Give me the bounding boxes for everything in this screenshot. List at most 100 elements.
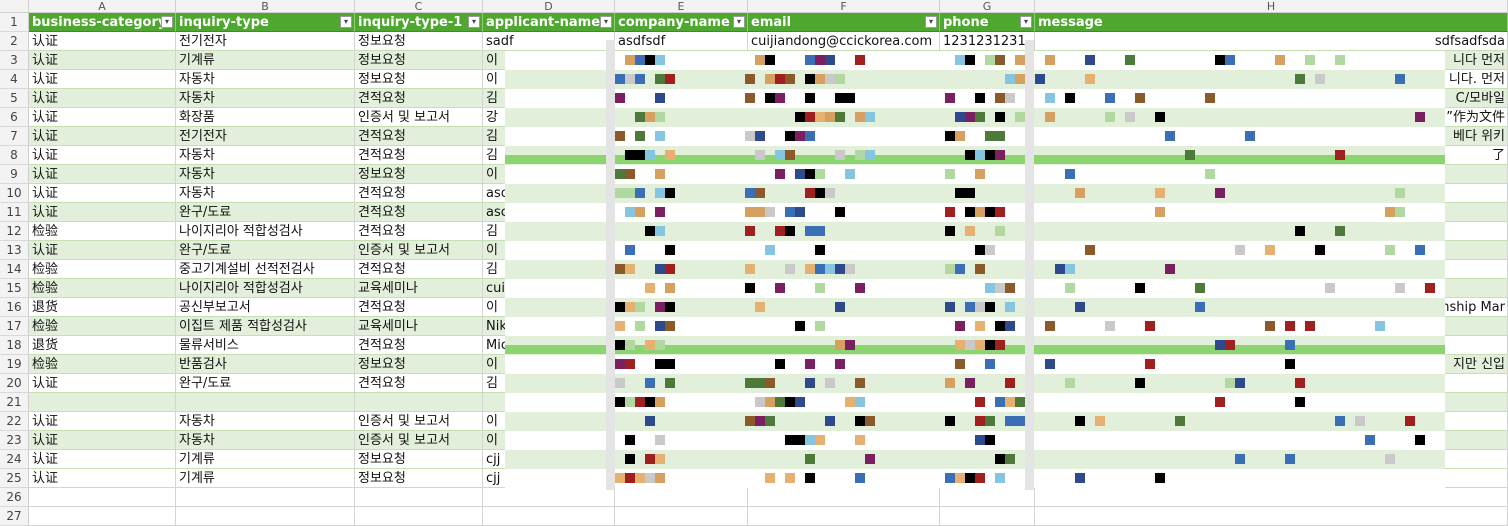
- data-cell[interactable]: 认证: [29, 146, 176, 165]
- column-header-a[interactable]: A: [29, 0, 176, 13]
- data-cell[interactable]: 认证: [29, 70, 176, 89]
- data-cell[interactable]: 认证: [29, 32, 176, 51]
- row-header[interactable]: 24: [0, 450, 29, 469]
- data-cell[interactable]: [615, 507, 748, 526]
- row-header[interactable]: 11: [0, 203, 29, 222]
- data-cell[interactable]: [176, 507, 355, 526]
- data-cell[interactable]: [940, 507, 1035, 526]
- data-cell[interactable]: 교육세미나: [355, 317, 483, 336]
- header-cell-phone[interactable]: phone ▾: [940, 13, 1035, 32]
- data-cell[interactable]: 물류서비스: [176, 336, 355, 355]
- row-header[interactable]: 7: [0, 127, 29, 146]
- row-header[interactable]: 15: [0, 279, 29, 298]
- data-cell[interactable]: 교육세미나: [355, 279, 483, 298]
- row-header[interactable]: 18: [0, 336, 29, 355]
- row-header[interactable]: 2: [0, 32, 29, 51]
- data-cell[interactable]: 자동차: [176, 146, 355, 165]
- data-cell[interactable]: 자동차: [176, 431, 355, 450]
- data-cell[interactable]: 认证: [29, 89, 176, 108]
- filter-dropdown-icon[interactable]: ▾: [1020, 16, 1032, 28]
- data-cell[interactable]: 认证: [29, 51, 176, 70]
- filter-dropdown-icon[interactable]: ▾: [340, 16, 352, 28]
- data-cell[interactable]: 자동차: [176, 89, 355, 108]
- row-header[interactable]: 17: [0, 317, 29, 336]
- data-cell[interactable]: sdfsadfsda: [1035, 32, 1508, 51]
- data-cell[interactable]: cuijiandong@ccickorea.com: [748, 32, 940, 51]
- data-cell[interactable]: 检验: [29, 355, 176, 374]
- data-cell[interactable]: 정보요청: [355, 32, 483, 51]
- data-cell[interactable]: 认证: [29, 241, 176, 260]
- data-cell[interactable]: 인증서 및 보고서: [355, 108, 483, 127]
- data-cell[interactable]: 공신부보고서: [176, 298, 355, 317]
- data-cell[interactable]: [355, 488, 483, 507]
- data-cell[interactable]: 나이지리아 적합성검사: [176, 222, 355, 241]
- data-cell[interactable]: 기계류: [176, 51, 355, 70]
- data-cell[interactable]: 견적요청: [355, 184, 483, 203]
- column-header-d[interactable]: D: [483, 0, 615, 13]
- data-cell[interactable]: [29, 393, 176, 412]
- data-cell[interactable]: 退货: [29, 336, 176, 355]
- row-header[interactable]: 12: [0, 222, 29, 241]
- row-header[interactable]: 5: [0, 89, 29, 108]
- data-cell[interactable]: [29, 488, 176, 507]
- row-header[interactable]: 10: [0, 184, 29, 203]
- column-header-b[interactable]: B: [176, 0, 355, 13]
- row-header[interactable]: 27: [0, 507, 29, 526]
- column-header-c[interactable]: C: [355, 0, 483, 13]
- data-cell[interactable]: 완구/도료: [176, 241, 355, 260]
- data-cell[interactable]: sadf: [483, 32, 615, 51]
- data-cell[interactable]: 인증서 및 보고서: [355, 412, 483, 431]
- data-cell[interactable]: 认证: [29, 108, 176, 127]
- data-cell[interactable]: 기계류: [176, 469, 355, 488]
- filter-dropdown-icon[interactable]: ▾: [925, 16, 937, 28]
- header-cell-email[interactable]: email ▾: [748, 13, 940, 32]
- data-cell[interactable]: [29, 507, 176, 526]
- data-cell[interactable]: [940, 488, 1035, 507]
- header-cell-company-name[interactable]: company-name ▾: [615, 13, 748, 32]
- header-cell-business-category[interactable]: business-category ▾: [29, 13, 176, 32]
- data-cell[interactable]: 检验: [29, 260, 176, 279]
- data-cell[interactable]: 전기전자: [176, 127, 355, 146]
- row-header[interactable]: 25: [0, 469, 29, 488]
- data-cell[interactable]: 완구/도료: [176, 203, 355, 222]
- filter-dropdown-icon[interactable]: ▾: [161, 16, 173, 28]
- data-cell[interactable]: 检验: [29, 279, 176, 298]
- data-cell[interactable]: [1035, 507, 1508, 526]
- data-cell[interactable]: 认证: [29, 203, 176, 222]
- data-cell[interactable]: [176, 393, 355, 412]
- row-header[interactable]: 4: [0, 70, 29, 89]
- row-header[interactable]: 21: [0, 393, 29, 412]
- filter-dropdown-icon[interactable]: ▾: [600, 16, 612, 28]
- header-cell-inquiry-type-1[interactable]: inquiry-type-1 ▾: [355, 13, 483, 32]
- row-header[interactable]: 3: [0, 51, 29, 70]
- data-cell[interactable]: 정보요청: [355, 51, 483, 70]
- data-cell[interactable]: 인증서 및 보고서: [355, 431, 483, 450]
- data-cell[interactable]: 기계류: [176, 450, 355, 469]
- header-cell-inquiry-type[interactable]: inquiry-type ▾: [176, 13, 355, 32]
- data-cell[interactable]: 반품검사: [176, 355, 355, 374]
- data-cell[interactable]: 화장품: [176, 108, 355, 127]
- data-cell[interactable]: [483, 488, 615, 507]
- data-cell[interactable]: [748, 507, 940, 526]
- row-header[interactable]: 1: [0, 13, 29, 32]
- data-cell[interactable]: 견적요청: [355, 203, 483, 222]
- column-header-g[interactable]: G: [940, 0, 1035, 13]
- data-cell[interactable]: 认证: [29, 469, 176, 488]
- data-cell[interactable]: 정보요청: [355, 70, 483, 89]
- data-cell[interactable]: 认证: [29, 431, 176, 450]
- column-header-h[interactable]: H: [1035, 0, 1508, 13]
- row-header[interactable]: 6: [0, 108, 29, 127]
- column-header-e[interactable]: E: [615, 0, 748, 13]
- data-cell[interactable]: 정보요청: [355, 165, 483, 184]
- data-cell[interactable]: asdfsdf: [615, 32, 748, 51]
- data-cell[interactable]: [1035, 488, 1508, 507]
- data-cell[interactable]: 견적요청: [355, 374, 483, 393]
- data-cell[interactable]: 견적요청: [355, 89, 483, 108]
- row-header[interactable]: 14: [0, 260, 29, 279]
- data-cell[interactable]: 자동차: [176, 70, 355, 89]
- data-cell[interactable]: 认证: [29, 184, 176, 203]
- data-cell[interactable]: [748, 488, 940, 507]
- header-cell-message[interactable]: message: [1035, 13, 1508, 32]
- data-cell[interactable]: 정보요청: [355, 469, 483, 488]
